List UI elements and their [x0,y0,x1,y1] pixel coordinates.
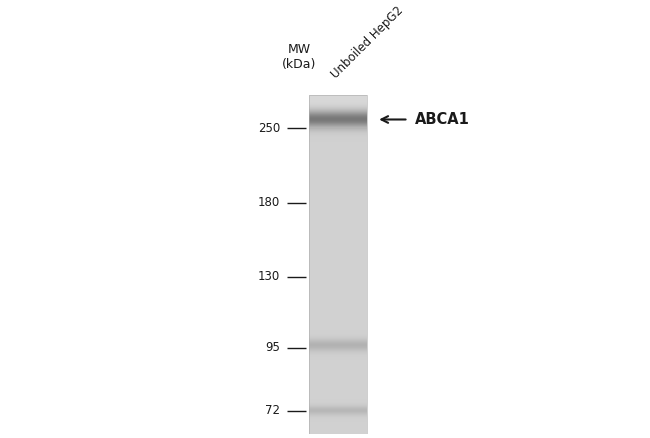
Text: MW
(kDa): MW (kDa) [282,43,317,71]
Text: ABCA1: ABCA1 [415,112,470,127]
Text: 72: 72 [265,404,280,417]
Bar [309,95,367,434]
Text: 130: 130 [258,270,280,283]
Text: 180: 180 [258,196,280,209]
Text: 95: 95 [265,341,280,354]
Text: 250: 250 [258,122,280,135]
Text: Unboiled HepG2: Unboiled HepG2 [329,4,406,81]
